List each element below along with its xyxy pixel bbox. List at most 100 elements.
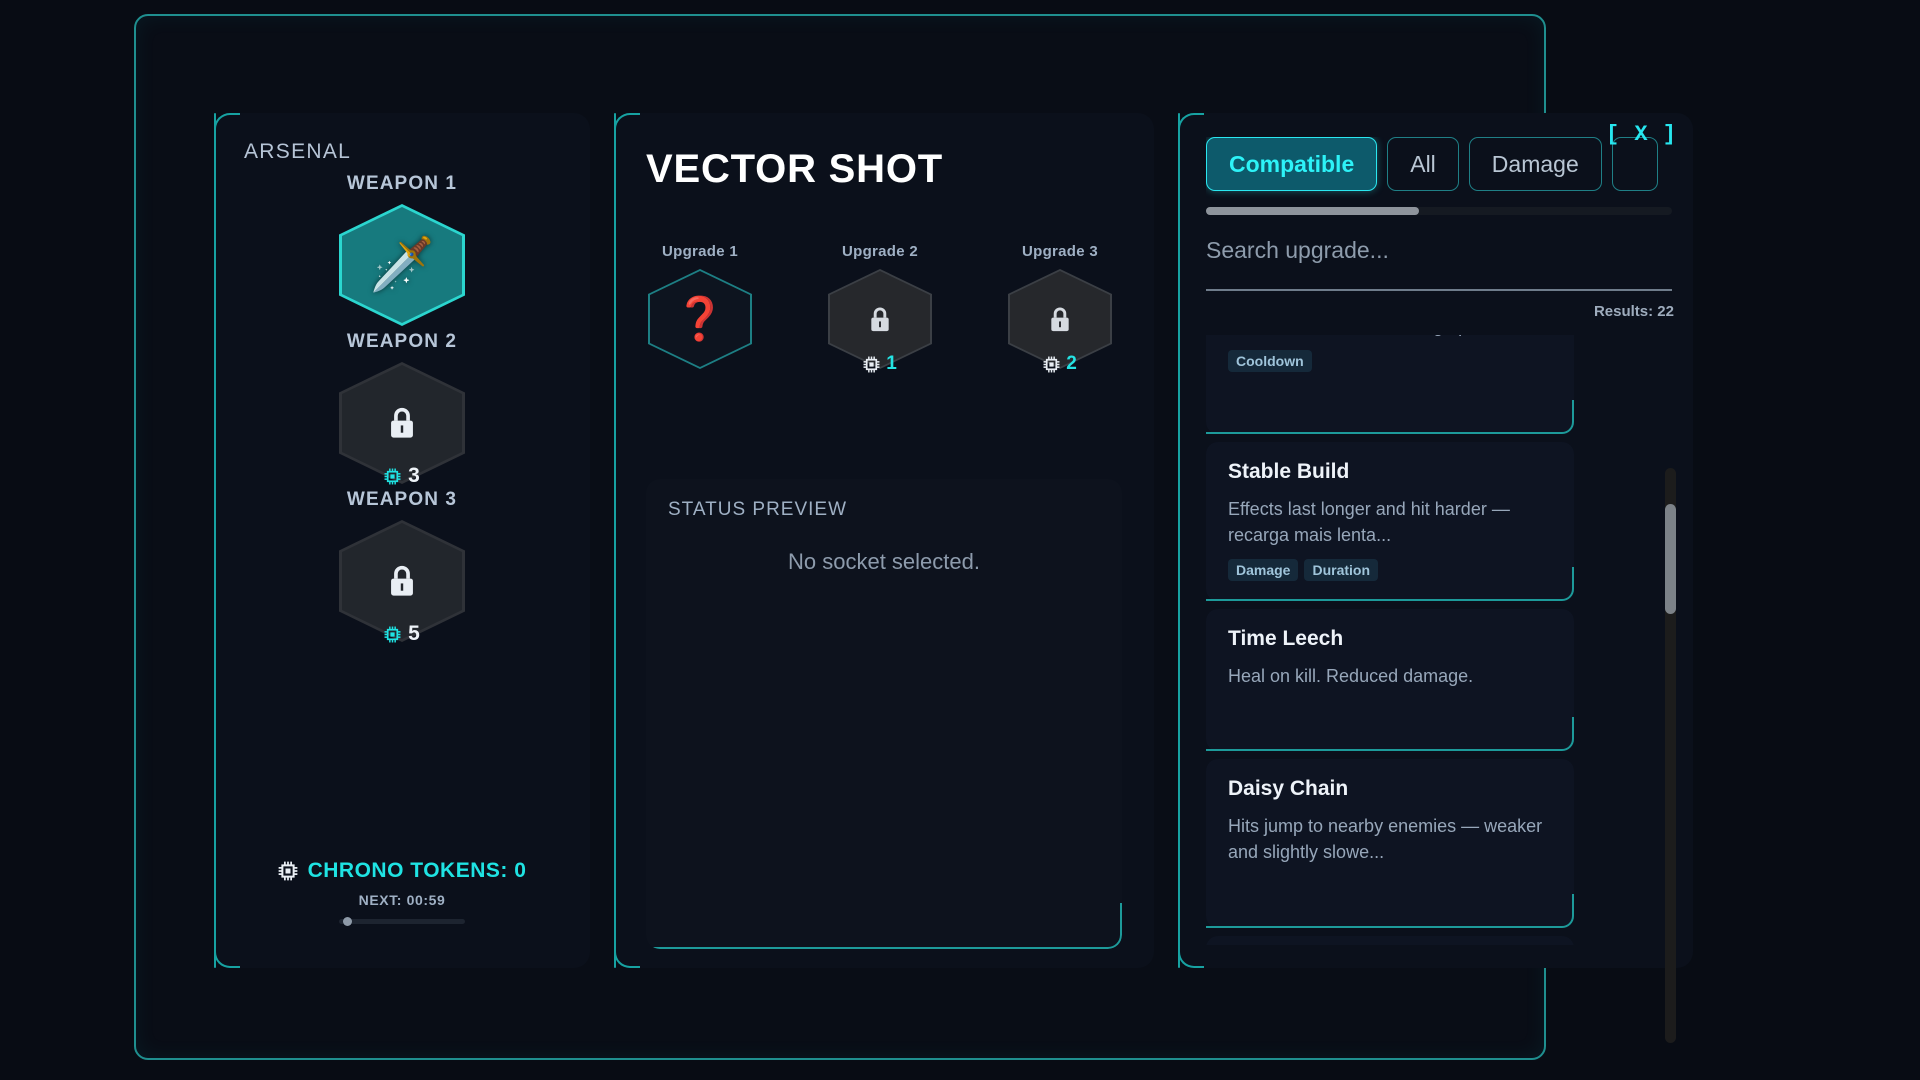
panel-corner-top-left [214, 113, 240, 139]
chrono-progress-dot [343, 917, 352, 926]
upgrade-socket-1-label: Upgrade 1 [661, 243, 739, 260]
status-preview-box: STATUS PREVIEW No socket selected. [646, 479, 1122, 949]
hex-content [1008, 269, 1112, 369]
weapon-slot-2[interactable]: WEAPON 2 [214, 331, 590, 487]
weapon-slot-1-label: WEAPON 1 [346, 173, 458, 194]
chip-icon [863, 356, 880, 372]
upgrade-socket-3[interactable]: Upgrade 3 [1000, 243, 1120, 374]
tab-damage[interactable]: Damage [1468, 137, 1602, 191]
chip-icon [1043, 356, 1060, 372]
close-icon[interactable]: [ X ] [1605, 122, 1677, 147]
upgrade-socket-row: Upgrade 1 ❓ Upgrade 2 [640, 243, 1180, 374]
list-item-desc: Faster attacks, less damage per hit. [1228, 335, 1552, 339]
tag: Damage [1228, 559, 1299, 582]
chrono-progress-bar [339, 917, 465, 926]
upgrade-socket-2[interactable]: Upgrade 2 [820, 243, 940, 374]
lock-icon [391, 565, 413, 596]
list-item[interactable]: Faster attacks, less damage per hit. Coo… [1206, 335, 1574, 435]
upgrade-list-scrollbar-track[interactable] [1665, 468, 1676, 1043]
hex-content [339, 520, 465, 642]
weapon-slot-3-cost: 5 [339, 622, 465, 646]
upgrade-socket-3-cost-value: 2 [1066, 353, 1077, 374]
panel-corner-top-left [614, 113, 640, 139]
tag: Duration [1304, 559, 1379, 582]
spacer [1228, 372, 1552, 414]
hex-fill [650, 271, 750, 367]
list-item-tags: Damage Duration [1228, 559, 1552, 582]
lock-icon [871, 307, 889, 331]
list-item[interactable]: Daisy Chain Hits jump to nearby enemies … [1206, 759, 1574, 928]
upgrade-socket-3-cost: 2 [1008, 353, 1112, 375]
card-corner [1540, 567, 1574, 602]
upgrade-socket-2-cost-value: 1 [886, 353, 897, 374]
tab-overflow[interactable] [1611, 137, 1658, 191]
lock-icon [391, 407, 413, 438]
chrono-tokens-line: CHRONO TOKENS: 0 [214, 859, 590, 883]
hex-content [828, 269, 932, 369]
list-item[interactable] [1206, 935, 1574, 945]
weapon-slot-3-label: WEAPON 3 [346, 489, 458, 510]
filter-tabs-container: Compatible All Damage [1206, 137, 1672, 203]
upgrade-socket-1-hex[interactable]: ❓ [648, 269, 752, 369]
weapon-slot-3[interactable]: WEAPON 3 [214, 489, 590, 645]
tabs-scrollbar-track[interactable] [1206, 207, 1672, 215]
upgrade-socket-2-label: Upgrade 2 [841, 243, 919, 260]
status-preview-corner [1076, 903, 1122, 949]
upgrade-socket-2-hex[interactable]: 1 [828, 269, 932, 374]
search-placeholder: Search upgrade... [1206, 237, 1389, 263]
upgrade-socket-1[interactable]: Upgrade 1 ❓ [640, 243, 760, 369]
weapon-slot-1-hex[interactable]: 🗡️ [339, 204, 465, 326]
upgrade-socket-3-label: Upgrade 3 [1021, 243, 1099, 260]
tab-all[interactable]: All [1387, 137, 1459, 191]
weapon-slot-2-cost: 3 [339, 464, 465, 488]
weapon-slot-2-label: WEAPON 2 [346, 331, 458, 352]
card-corner [1540, 893, 1574, 928]
list-item-tags: Cooldown [1228, 350, 1552, 373]
tab-compatible[interactable]: Compatible [1206, 137, 1378, 191]
weapon-slot-1[interactable]: WEAPON 1 🗡️ [214, 173, 590, 326]
weapon-slot-3-cost-value: 5 [408, 622, 420, 645]
card-corner [1540, 400, 1574, 435]
upgrade-list[interactable]: Faster attacks, less damage per hit. Coo… [1206, 335, 1672, 945]
upgrade-list-scrollbar-thumb[interactable] [1665, 504, 1676, 614]
spacer [1228, 689, 1552, 731]
chrono-tokens-block: CHRONO TOKENS: 0 NEXT: 00:59 [214, 859, 590, 926]
chrono-tokens-label: CHRONO TOKENS: 0 [307, 859, 527, 882]
chip-icon [278, 861, 297, 881]
upgrade-list-inner: Faster attacks, less damage per hit. Coo… [1206, 335, 1574, 945]
card-corner [1540, 717, 1574, 752]
hex-content [339, 362, 465, 484]
list-item-desc: Effects last longer and hit harder — rec… [1228, 499, 1510, 546]
chrono-next-label: NEXT: 00:59 [358, 892, 446, 908]
upgrade-socket-2-cost: 1 [828, 353, 932, 375]
list-item[interactable]: Time Leech Heal on kill. Reduced damage. [1206, 609, 1574, 752]
list-item-title: Stable Build [1228, 460, 1350, 484]
search-input[interactable]: Search upgrade... [1206, 235, 1672, 291]
filter-tabs-row: Compatible All Damage [1206, 137, 1672, 191]
lock-icon [1051, 307, 1069, 331]
list-item[interactable]: Stable Build Effects last longer and hit… [1206, 442, 1574, 602]
spacer [1228, 866, 1552, 908]
weapon-blade-icon: 🗡️ [369, 236, 435, 294]
panel-corner-top-left [1178, 113, 1204, 139]
weapon-detail-panel: VECTOR SHOT Upgrade 1 ❓ Upgrade 2 [614, 113, 1154, 968]
weapon-slot-3-hex[interactable]: 5 [339, 520, 465, 645]
arsenal-panel: ARSENAL WEAPON 1 🗡️ WEAPON 2 [214, 113, 590, 968]
upgrade-socket-3-hex[interactable]: 2 [1008, 269, 1112, 374]
list-item-title: Time Leech [1228, 627, 1344, 651]
upgrade-browser-panel: Compatible All Damage [ X ] Search upgra… [1178, 113, 1693, 1043]
weapon-slot-2-hex[interactable]: 3 [339, 362, 465, 487]
chip-icon [384, 626, 401, 642]
question-mark-icon: ❓ [673, 295, 727, 342]
status-preview-title: STATUS PREVIEW [668, 499, 848, 520]
hex-content: 🗡️ [339, 204, 465, 326]
hex-content: ❓ [648, 269, 752, 369]
status-preview-message: No socket selected. [788, 549, 980, 574]
list-item-title: Daisy Chain [1228, 777, 1349, 801]
list-item-desc: Hits jump to nearby enemies — weaker and… [1228, 816, 1543, 863]
chip-icon [384, 468, 401, 484]
list-item-desc: Heal on kill. Reduced damage. [1228, 666, 1474, 687]
tabs-scrollbar-thumb[interactable] [1206, 207, 1419, 215]
arsenal-title: ARSENAL [244, 140, 352, 163]
